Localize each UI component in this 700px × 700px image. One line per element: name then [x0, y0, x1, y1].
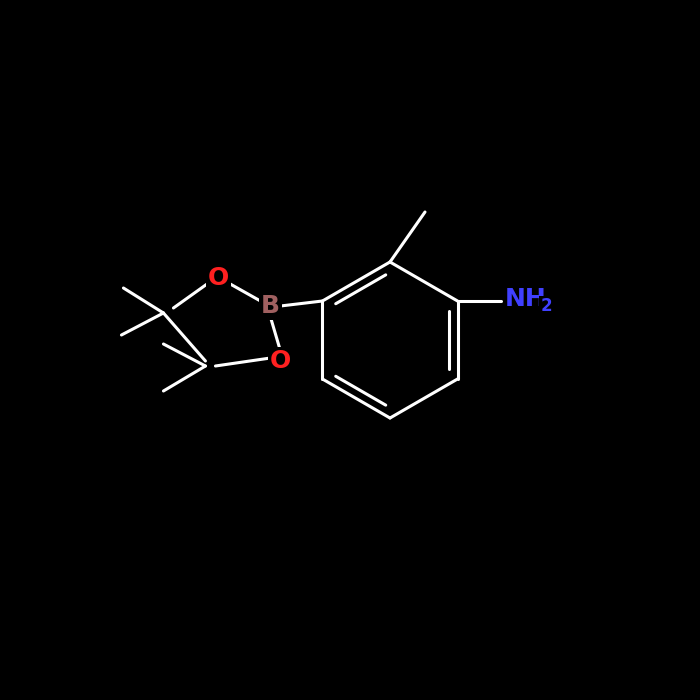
Text: 2: 2	[540, 297, 552, 315]
Text: NH: NH	[505, 287, 546, 311]
Text: O: O	[208, 266, 229, 290]
Text: B: B	[261, 294, 280, 318]
Text: O: O	[270, 349, 291, 373]
